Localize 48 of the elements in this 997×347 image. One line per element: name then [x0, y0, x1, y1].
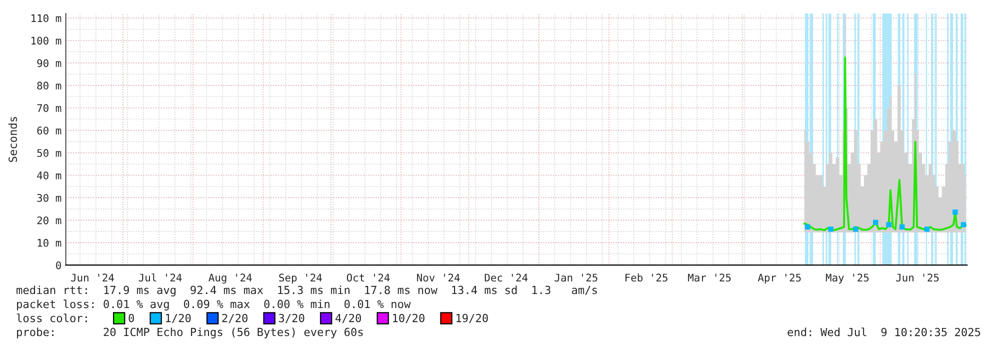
y-tick-label: 80 m [37, 82, 62, 90]
point [899, 224, 905, 230]
point [952, 210, 958, 215]
legend-label: 19/20 [456, 314, 488, 324]
x-tick-label: Dec '24 [484, 274, 528, 282]
legend-label: 4/20 [336, 314, 361, 324]
y-tick-label: 20 m [37, 216, 62, 224]
line-series [803, 56, 967, 232]
point [853, 226, 858, 232]
legend-title: loss color: [16, 314, 87, 322]
text: end: Wed Jul 9 10:20:35 2025 [788, 328, 980, 336]
x-tick-label: Mar '25 [688, 274, 731, 282]
x-tick-label: May '25 [826, 274, 869, 284]
y-tick-label: 30 m [37, 194, 62, 202]
legend-label: 3/20 [278, 314, 304, 324]
x-tick-label: Jun '24 [71, 274, 114, 282]
x-tick-label: Aug '24 [208, 274, 252, 284]
text: probe: 20 ICMP Echo Pings (56 Bytes) every 60s [17, 328, 363, 338]
legend-label: 0 [128, 314, 134, 322]
legend-label: 1/20 [166, 314, 191, 324]
text: median rtt: 17.9 ms avg 92.4 ms max 15.3 ms min 17.8 ms now 13.4 ms sd 1.3 am/s [16, 286, 597, 296]
y-tick-label: 100 m [32, 36, 62, 45]
y-tick-label: 40 m [37, 172, 62, 180]
y-tick-label: 0 [56, 261, 61, 270]
x-tick-label: Jan '25 [554, 274, 598, 282]
point [805, 224, 810, 230]
y-axis-title: Seconds [8, 117, 18, 162]
y-tick-label: 60 m [37, 126, 62, 134]
x-tick-label: Oct '24 [346, 274, 390, 282]
point [886, 222, 892, 228]
x-tick-label: Feb '25 [626, 273, 668, 282]
text: packet loss: 0.01 % avg 0.09 % max 0.00 % min 0.01 % now [17, 300, 411, 310]
legend-label: 2/20 [222, 314, 248, 324]
x-tick-label: Sep '24 [279, 274, 322, 284]
x-tick-label: Jul '24 [138, 273, 182, 282]
y-tick-label: 50 m [37, 149, 62, 157]
point [924, 226, 930, 232]
x-tick-label: Nov '24 [417, 274, 460, 282]
x-tick-label: Jun '25 [896, 274, 939, 282]
point [873, 220, 878, 226]
y-tick-label: 10 m [38, 238, 62, 247]
legend-label: 10/20 [393, 314, 424, 324]
point [828, 226, 834, 232]
x-tick-label: Apr '25 [758, 274, 801, 284]
y-tick-label: 110 m [32, 14, 62, 22]
point [960, 222, 966, 228]
y-tick-label: 70 m [37, 104, 62, 112]
y-tick-label: 90 m [37, 59, 62, 68]
